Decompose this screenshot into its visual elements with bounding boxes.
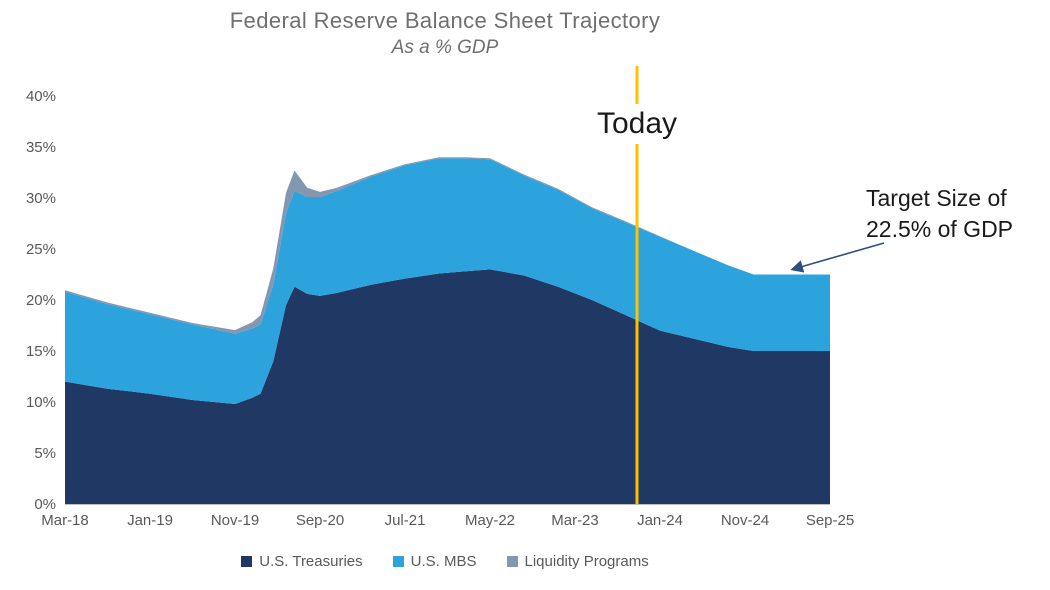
annotation-line-1: Target Size of	[866, 185, 1007, 211]
legend-item-mbs: U.S. MBS	[392, 553, 477, 570]
y-tick-label: 35%	[26, 139, 56, 156]
x-tick-label: Sep-20	[296, 512, 344, 529]
y-tick-label: 25%	[26, 241, 56, 258]
y-tick-label: 10%	[26, 394, 56, 411]
chart-areas	[65, 157, 830, 504]
chart-subtitle: As a % GDP	[391, 37, 499, 58]
legend-item-treasuries: U.S. Treasuries	[241, 553, 363, 570]
annotation-line-2: 22.5% of GDP	[866, 216, 1014, 242]
x-tick-label: May-22	[465, 512, 515, 529]
x-tick-label: Mar-18	[41, 512, 89, 529]
x-tick-label: Jan-19	[127, 512, 173, 529]
legend-swatch-treasuries	[241, 556, 253, 567]
y-axis-labels: 0% 5% 10% 15% 20% 25% 30% 35% 40%	[26, 88, 56, 513]
x-axis-labels: Mar-18 Jan-19 Nov-19 Sep-20 Jul-21 May-22 Mar-…	[41, 512, 854, 529]
legend-swatch-mbs	[392, 556, 404, 567]
y-tick-label: 40%	[26, 88, 56, 105]
y-tick-label: 0%	[34, 496, 56, 513]
area-us-treasuries	[65, 269, 830, 504]
y-tick-label: 30%	[26, 190, 56, 207]
x-tick-label: Jan-24	[637, 512, 683, 529]
x-tick-label: Sep-25	[806, 512, 854, 529]
y-tick-label: 5%	[34, 445, 56, 462]
legend-label-treasuries: U.S. Treasuries	[259, 553, 363, 570]
x-tick-label: Nov-24	[721, 512, 769, 529]
legend-item-liquidity: Liquidity Programs	[506, 553, 649, 570]
legend-label-liquidity: Liquidity Programs	[524, 553, 649, 570]
legend-label-mbs: U.S. MBS	[410, 553, 477, 570]
x-tick-label: Mar-23	[551, 512, 599, 529]
chart-title: Federal Reserve Balance Sheet Trajectory	[229, 8, 661, 33]
today-label: Today	[560, 104, 714, 144]
area-us-mbs	[65, 158, 830, 404]
y-tick-label: 15%	[26, 343, 56, 360]
legend: U.S. Treasuries U.S. MBS Liquidity Progr…	[0, 553, 890, 570]
target-arrow	[790, 242, 885, 273]
legend-swatch-liquidity	[506, 556, 518, 567]
x-tick-label: Nov-19	[211, 512, 259, 529]
y-tick-label: 20%	[26, 292, 56, 309]
target-size-annotation: Target Size of 22.5% of GDP	[866, 183, 1013, 245]
x-tick-label: Jul-21	[385, 512, 426, 529]
